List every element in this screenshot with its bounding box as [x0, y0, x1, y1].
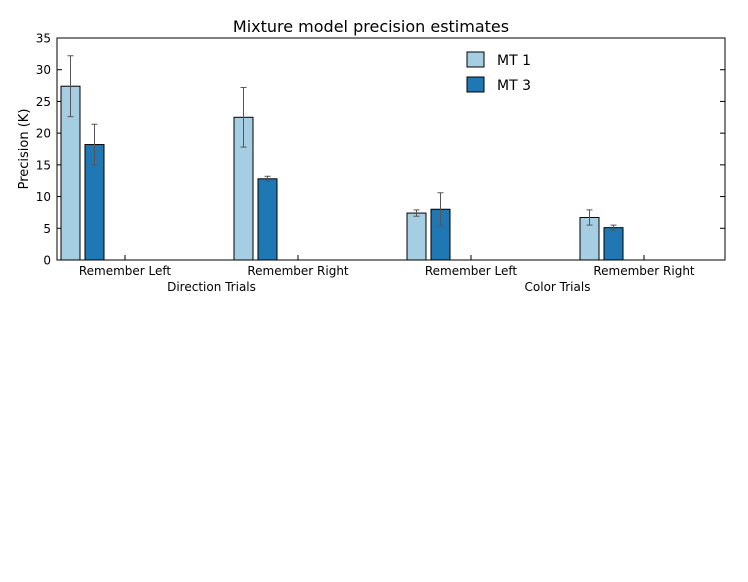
y-tick-label: 30	[36, 63, 51, 77]
y-tick-label: 0	[43, 254, 51, 268]
y-tick-label: 20	[36, 127, 51, 141]
chart-title: Mixture model precision estimates	[233, 17, 509, 36]
legend-swatch	[466, 51, 485, 68]
x-tick-label: Remember Left	[425, 264, 518, 278]
group-label: Direction Trials	[167, 280, 256, 294]
x-tick-label: Remember Left	[79, 264, 172, 278]
plot-area	[56, 37, 726, 261]
y-tick-label: 15	[36, 158, 51, 172]
legend: MT 1 MT 3	[466, 51, 531, 94]
bar-mt-1	[406, 212, 427, 261]
bars	[60, 55, 624, 261]
x-axis: Remember Left Remember Right Direction Tri…	[79, 255, 695, 294]
group-label: Color Trials	[525, 280, 591, 294]
y-tick-label: 10	[36, 190, 51, 204]
legend-swatch	[466, 76, 485, 93]
y-tick-label: 25	[36, 95, 51, 109]
x-tick-label: Remember Right	[593, 264, 695, 278]
legend-label: MT 1	[497, 53, 531, 69]
bar-mt-3	[257, 178, 278, 261]
y-axis: 0 5 10 15 20 25 30 35	[36, 32, 725, 268]
y-tick-label: 5	[43, 222, 51, 236]
x-tick-label: Remember Right	[247, 264, 349, 278]
legend-label: MT 3	[497, 78, 531, 94]
y-axis-label: Precision (K)	[17, 109, 32, 190]
y-tick-label: 35	[36, 32, 51, 46]
bar-mt-3	[603, 227, 624, 261]
